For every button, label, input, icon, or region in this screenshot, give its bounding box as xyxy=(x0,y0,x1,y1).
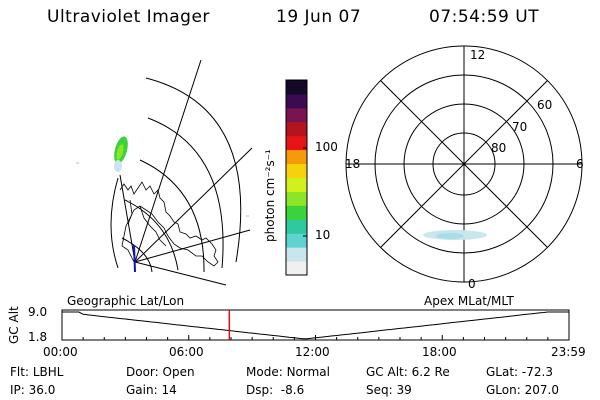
instrument-title: Ultraviolet Imager xyxy=(47,7,210,27)
colorbar-segment xyxy=(286,121,307,137)
status-ip: IP: 36.0 xyxy=(10,383,56,397)
alt-xtick-2359: 23:59 xyxy=(551,345,586,359)
colorbar-segment xyxy=(286,80,307,95)
alt-ytick-9: 9.0 xyxy=(28,305,48,319)
colorbar-segment xyxy=(286,149,307,165)
alt-xtick-0600: 06:00 xyxy=(169,345,204,359)
status-door: Door: Open xyxy=(126,365,195,379)
alt-xtick-1200: 12:00 xyxy=(295,345,330,359)
colorbar-segment xyxy=(286,247,307,262)
colorbar-tick-100: 100 xyxy=(315,140,338,154)
colorbar-segment xyxy=(286,163,307,178)
colorbar-frame xyxy=(285,79,308,276)
alt-xtick-1800: 18:00 xyxy=(422,345,457,359)
geographic-map xyxy=(110,59,253,286)
colorbar-segment xyxy=(286,219,307,234)
status-mode: Mode: Normal xyxy=(246,365,330,379)
polar-mlt-18: 18 xyxy=(345,157,361,171)
polar-mlt-6: 6 xyxy=(576,157,584,171)
polar-lat-60: 60 xyxy=(537,98,553,112)
polar-lat-70: 70 xyxy=(512,120,528,134)
status-dsp: Dsp: -8.6 xyxy=(246,383,305,397)
status-glat: GLat: -72.3 xyxy=(486,365,553,379)
colorbar-segment xyxy=(286,191,307,206)
altitude-plot xyxy=(61,309,570,341)
colorbar-segment xyxy=(286,177,307,192)
colorbar-segment xyxy=(286,261,307,276)
colorbar-tick-10: 10 xyxy=(315,228,331,242)
colorbar-segment xyxy=(286,93,307,109)
status-gain: Gain: 14 xyxy=(126,383,177,397)
colorbar-unit-label: photon cm⁻²s⁻¹ xyxy=(263,149,277,242)
colorbar-segment xyxy=(286,135,307,151)
colorbar-segment xyxy=(286,107,307,123)
polar-mlt-12: 12 xyxy=(470,48,486,62)
colorbar-segment xyxy=(286,233,307,248)
alt-xtick-0000: 00:00 xyxy=(43,345,78,359)
geo-aurora xyxy=(76,136,249,273)
date-label: 19 Jun 07 xyxy=(276,7,362,27)
polar-mlt-0: 0 xyxy=(468,277,476,291)
colorbar-segment xyxy=(286,205,307,220)
geographic-label: Geographic Lat/Lon xyxy=(67,294,185,308)
status-seq: Seq: 39 xyxy=(366,383,412,397)
colorbar xyxy=(285,79,308,276)
alt-ytick-1-8: 1.8 xyxy=(28,330,48,344)
polar-aurora xyxy=(423,230,487,240)
status-filter: Flt: LBHL xyxy=(10,365,64,379)
status-gc-alt: GC Alt: 6.2 Re xyxy=(366,365,450,379)
alt-ylabel: GC Alt xyxy=(7,306,21,344)
polar-lat-80: 80 xyxy=(491,141,507,155)
status-glon: GLon: 207.0 xyxy=(486,383,559,397)
polar-plot xyxy=(345,45,583,283)
apex-label: Apex MLat/MLT xyxy=(424,294,514,308)
time-label: 07:54:59 UT xyxy=(429,7,540,27)
